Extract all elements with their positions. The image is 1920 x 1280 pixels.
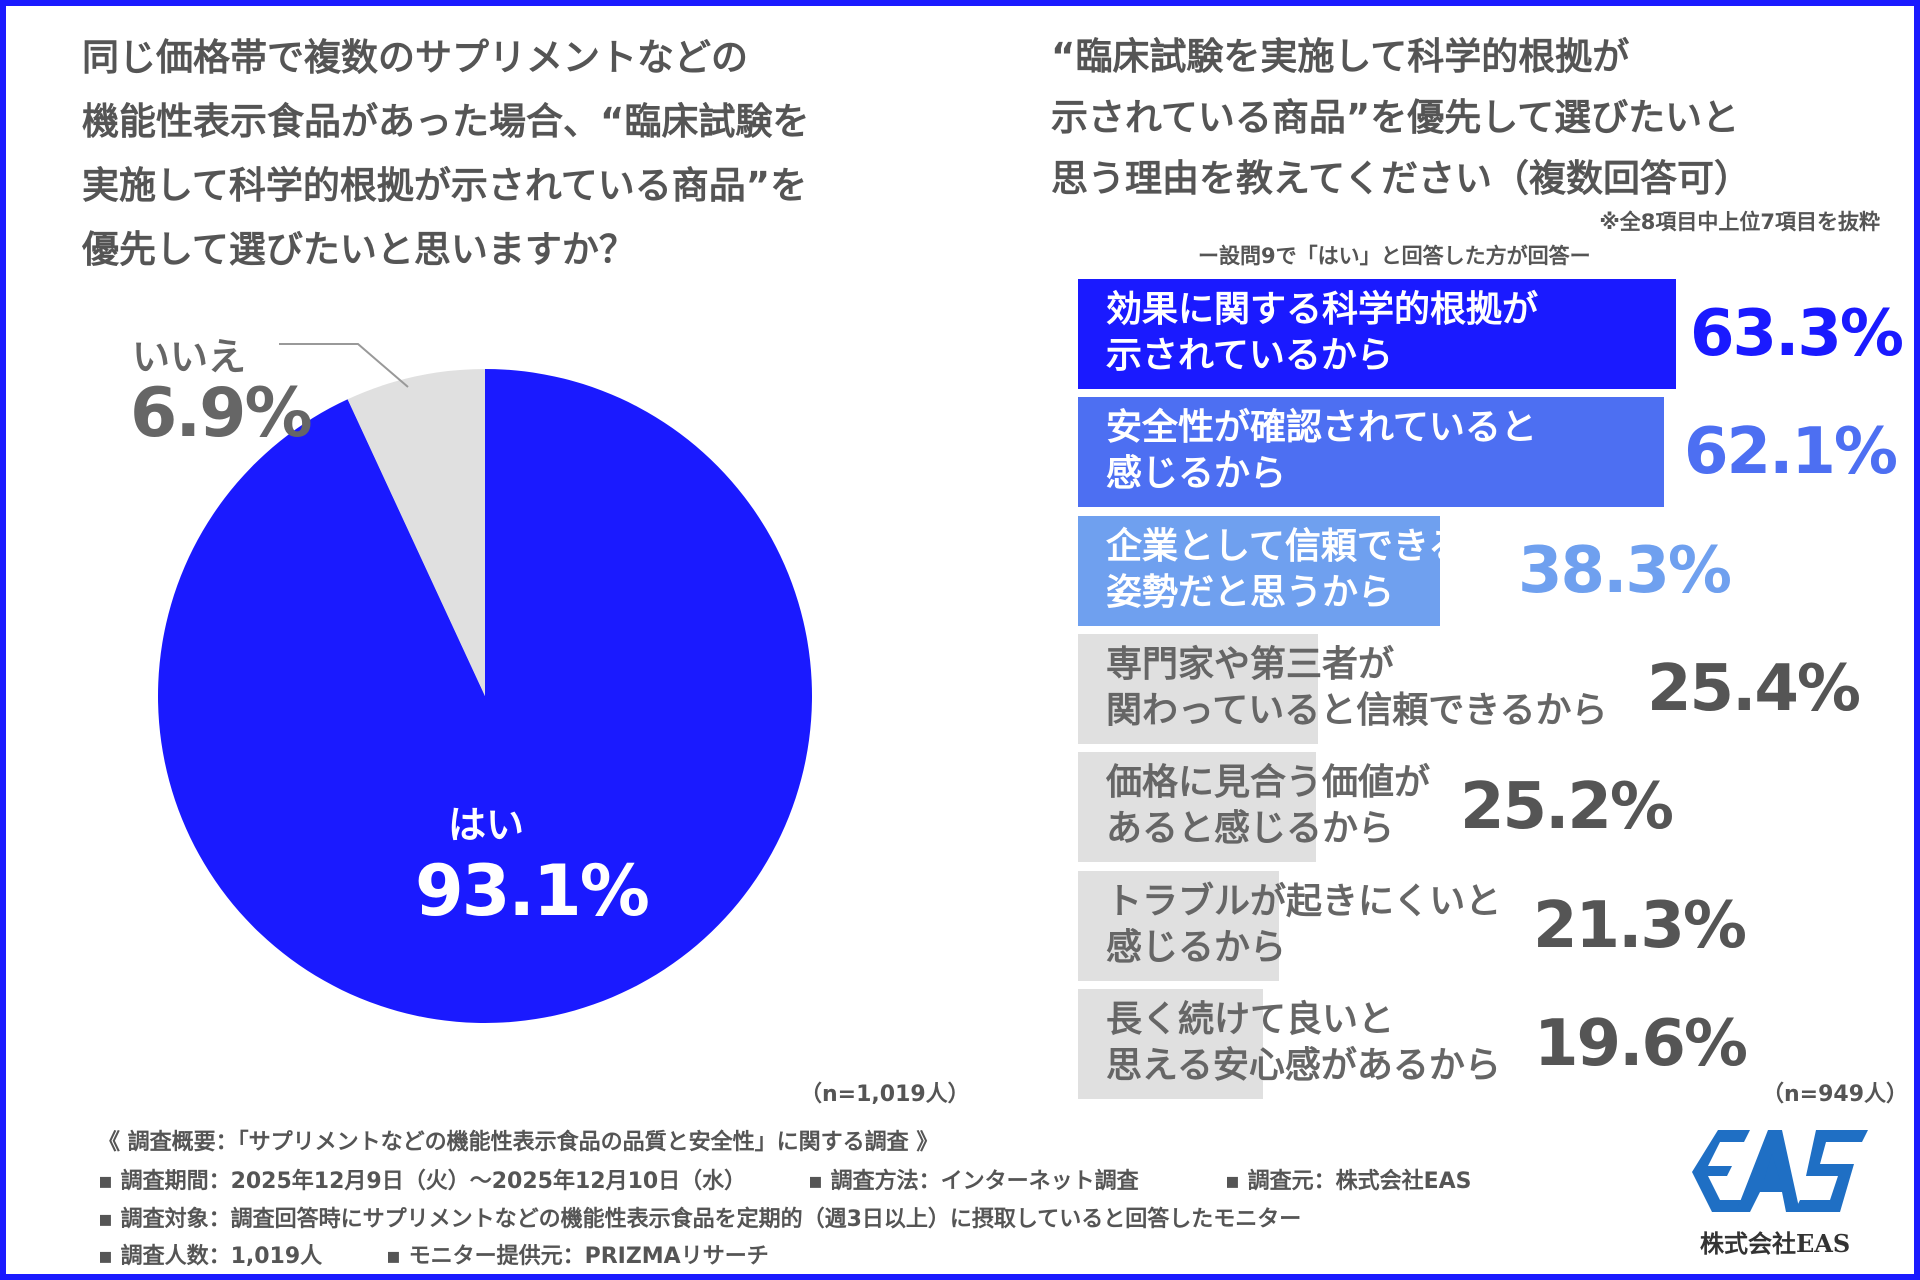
bar <box>1078 397 1665 508</box>
bar-label: トラブルが起きにくいと 感じるから <box>1106 880 1502 968</box>
title-line: “臨床試験を実施して科学的根拠が <box>1051 35 1630 78</box>
pie-sample-size: （n=1,019人） <box>800 1082 970 1107</box>
title-line: 優先して選びたいと思いますか？ <box>82 228 636 271</box>
bar-value-label: 19.6% <box>1534 1006 1748 1081</box>
bar-label: 価格に見合う価値が あると感じるから <box>1106 762 1431 850</box>
pie-slice-yes <box>157 369 812 1023</box>
bar-label: 安全性が確認されていると 感じるから <box>1106 407 1537 495</box>
bar-value-label: 25.2% <box>1460 770 1674 845</box>
bar-row: 長く続けて良いと 思える安心感があるから 19.6% <box>1078 988 1878 1099</box>
title-line: 機能性表示食品があった場合、“臨床試験を <box>82 100 810 143</box>
survey-period: ▪ 調査期間：2025年12月9日（火）～2025年12月10日（水） <box>98 1169 747 1194</box>
survey-method: ▪ 調査方法：インターネット調査 <box>808 1169 1139 1194</box>
bar <box>1078 752 1316 863</box>
bar-label: 専門家や第三者が 関わっていると信頼できるから <box>1106 643 1608 731</box>
bar-label: 長く続けて良いと 思える安心感があるから <box>1106 998 1501 1086</box>
bar <box>1078 515 1440 626</box>
survey-source: ▪ 調査元：株式会社EAS <box>1225 1169 1472 1194</box>
bar-label: 効果に関する科学的根拠が 示されているから <box>1106 289 1539 376</box>
title-line: 同じ価格帯で複数のサプリメントなどの <box>82 36 748 79</box>
bar-value-label: 62.1% <box>1684 415 1898 490</box>
bar-sample-size: （n=949人） <box>1762 1082 1909 1107</box>
bar <box>1078 870 1280 981</box>
bar <box>1078 279 1676 389</box>
pie-label-yes: はい <box>448 803 525 847</box>
bar-value-label: 21.3% <box>1533 888 1747 963</box>
company-name: 株式会社EAS <box>1700 1229 1851 1258</box>
bar-row: 専門家や第三者が 関わっていると信頼できるから 25.4% <box>1078 633 1878 744</box>
title-line: 実施して科学的根拠が示されている商品”を <box>82 164 808 207</box>
title-line: 思う理由を教えてください（複数回答可） <box>1051 157 1752 200</box>
title-line: 示されている商品”を優先して選びたいと <box>1051 96 1740 139</box>
bar-row: 安全性が確認されていると 感じるから 62.1% <box>1078 397 1898 508</box>
bar-row: 効果に関する科学的根拠が 示されているから 63.3% <box>1078 279 1904 389</box>
survey-overview: 《 調査概要：「サプリメントなどの機能性表示食品の品質と安全性」に関する調査 》 <box>98 1130 939 1155</box>
pie-slice-no <box>347 369 485 696</box>
survey-target: ▪ 調査対象：調査回答時にサプリメントなどの機能性表示食品を定期的（週3日以上）… <box>98 1207 1302 1232</box>
bar-row: トラブルが起きにくいと 感じるから 21.3% <box>1078 870 1878 981</box>
bar-value-label: 63.3% <box>1690 297 1904 371</box>
pie-value-yes: 93.1% <box>415 850 650 932</box>
extract-note: ※全8項目中上位7項目を抜粋 <box>1599 210 1880 234</box>
pie-label-no: いいえ <box>132 335 247 379</box>
pie-chart <box>157 343 812 1023</box>
survey-provider: ▪ モニター提供元：PRIZMAリサーチ <box>386 1244 769 1269</box>
bar-row: 価格に見合う価値が あると感じるから 25.2% <box>1078 752 1878 863</box>
left-question-title: 同じ価格帯で複数のサプリメントなどの 機能性表示食品があった場合、“臨床試験を … <box>82 26 809 282</box>
bar-label: 企業として信頼できる 姿勢だと思うから <box>1106 525 1465 613</box>
bar-value-label: 38.3% <box>1518 533 1732 608</box>
eas-logo <box>1692 1130 1868 1212</box>
right-question-title: “臨床試験を実施して科学的根拠が 示されている商品”を優先して選びたいと 思う理… <box>1051 26 1751 209</box>
pie-value-no: 6.9% <box>130 374 313 453</box>
respondent-subtitle: ー設問9で「はい」と回答した方が回答ー <box>1198 244 1591 268</box>
bar-value-label: 25.4% <box>1647 651 1861 726</box>
bar-row: 企業として信頼できる 姿勢だと思うから 38.3% <box>1078 515 1878 626</box>
bar <box>1078 633 1318 744</box>
bar <box>1078 988 1264 1099</box>
survey-count: ▪ 調査人数：1,019人 <box>98 1244 323 1269</box>
leader-line <box>279 343 409 388</box>
